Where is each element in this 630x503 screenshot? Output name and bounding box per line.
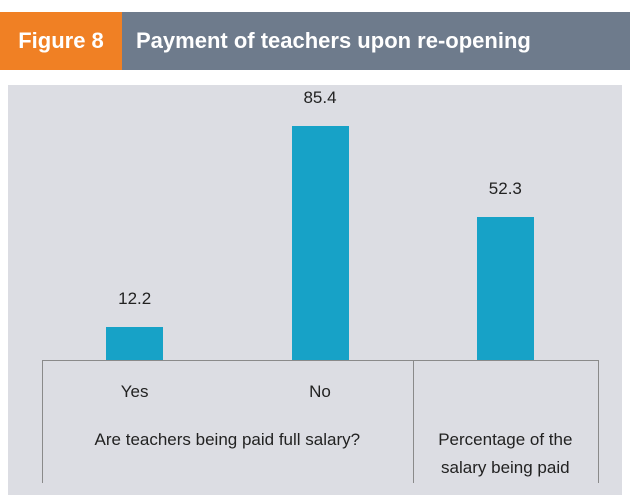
header: Figure 8 Payment of teachers upon re-ope… (0, 12, 630, 70)
group-label: Are teachers being paid full salary? (94, 430, 361, 449)
x-tick-label: No (309, 382, 331, 401)
table-edge (42, 360, 43, 483)
value-label: 12.2 (118, 288, 152, 308)
chart-title: Payment of teachers upon re-opening (136, 28, 531, 53)
group-divider (412, 360, 414, 483)
figure-label: Figure 8 (0, 12, 122, 70)
value-label: 85.4 (303, 88, 337, 107)
table-edge (598, 360, 599, 483)
bar (476, 216, 534, 360)
baseline (42, 360, 598, 361)
value-label: 52.3 (488, 178, 522, 198)
bar (291, 126, 349, 360)
group-label: Percentage of the salary being paid (438, 430, 573, 477)
x-tick-label: Yes (120, 382, 149, 401)
bar (106, 326, 164, 360)
